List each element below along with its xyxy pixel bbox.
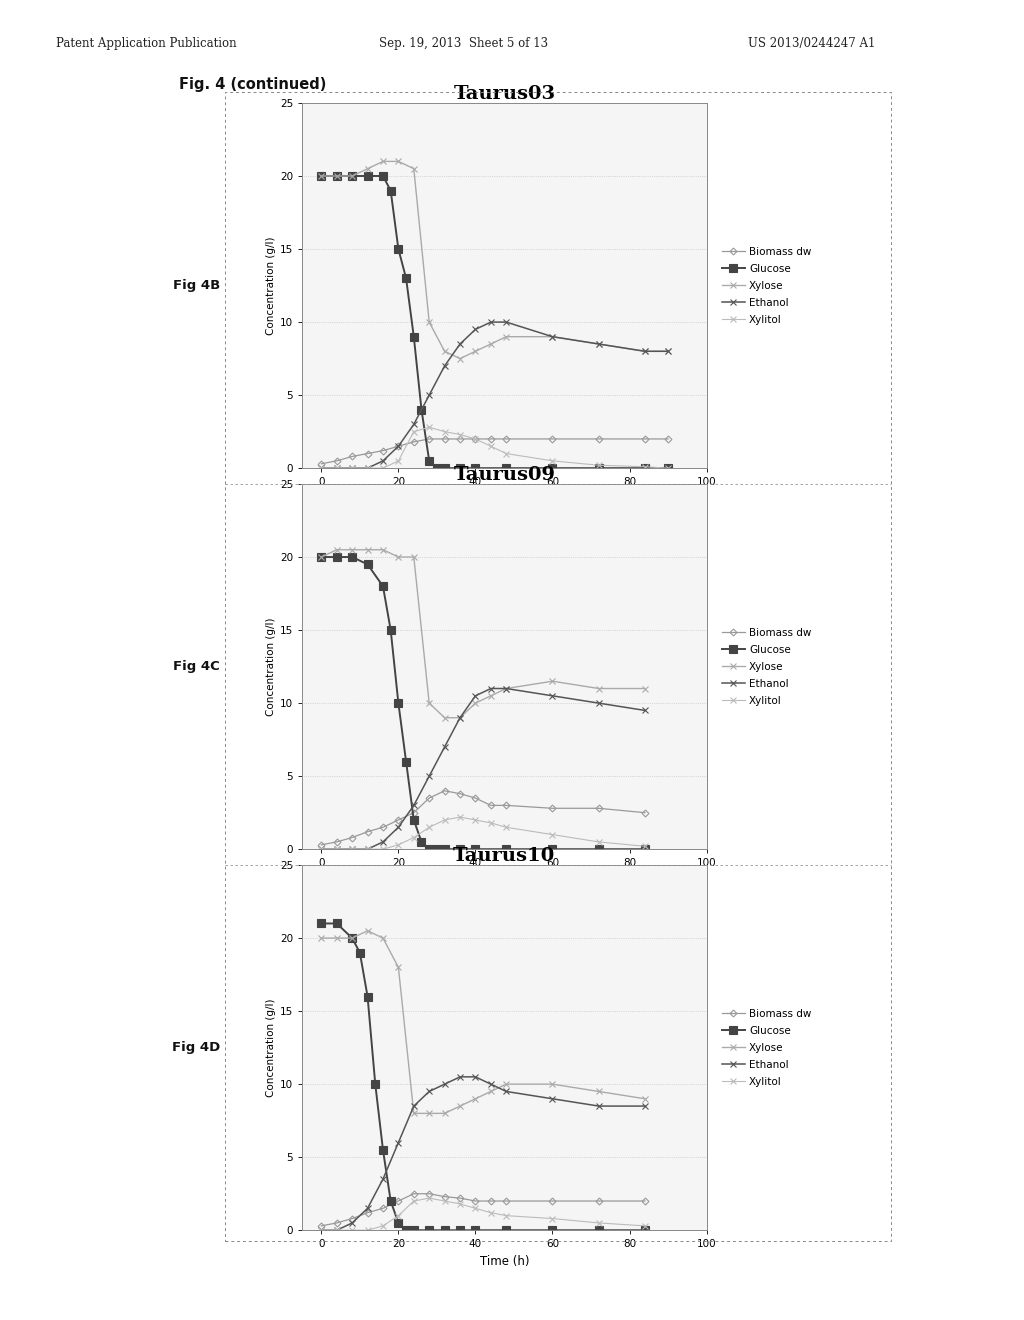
Y-axis label: Concentration (g/l): Concentration (g/l) [265,618,275,715]
Text: Patent Application Publication: Patent Application Publication [56,37,237,50]
Title: Taurus03: Taurus03 [454,84,555,103]
Title: Taurus09: Taurus09 [454,466,555,484]
Text: Fig 4B: Fig 4B [173,279,220,292]
Legend: Biomass dw, Glucose, Xylose, Ethanol, Xylitol: Biomass dw, Glucose, Xylose, Ethanol, Xy… [720,626,813,708]
Text: Fig 4C: Fig 4C [173,660,220,673]
X-axis label: Time (h): Time (h) [479,1255,529,1267]
X-axis label: Time (h): Time (h) [479,492,529,506]
Y-axis label: Concentration (g/l): Concentration (g/l) [265,998,275,1097]
Title: Taurus10: Taurus10 [454,847,555,865]
Legend: Biomass dw, Glucose, Xylose, Ethanol, Xylitol: Biomass dw, Glucose, Xylose, Ethanol, Xy… [720,244,813,327]
Text: Fig. 4 (continued): Fig. 4 (continued) [179,77,327,91]
Text: US 2013/0244247 A1: US 2013/0244247 A1 [748,37,874,50]
Legend: Biomass dw, Glucose, Xylose, Ethanol, Xylitol: Biomass dw, Glucose, Xylose, Ethanol, Xy… [720,1006,813,1089]
X-axis label: Time (h): Time (h) [479,874,529,887]
Text: Fig 4D: Fig 4D [172,1041,220,1055]
Text: Sep. 19, 2013  Sheet 5 of 13: Sep. 19, 2013 Sheet 5 of 13 [379,37,548,50]
Y-axis label: Concentration (g/l): Concentration (g/l) [265,236,275,335]
